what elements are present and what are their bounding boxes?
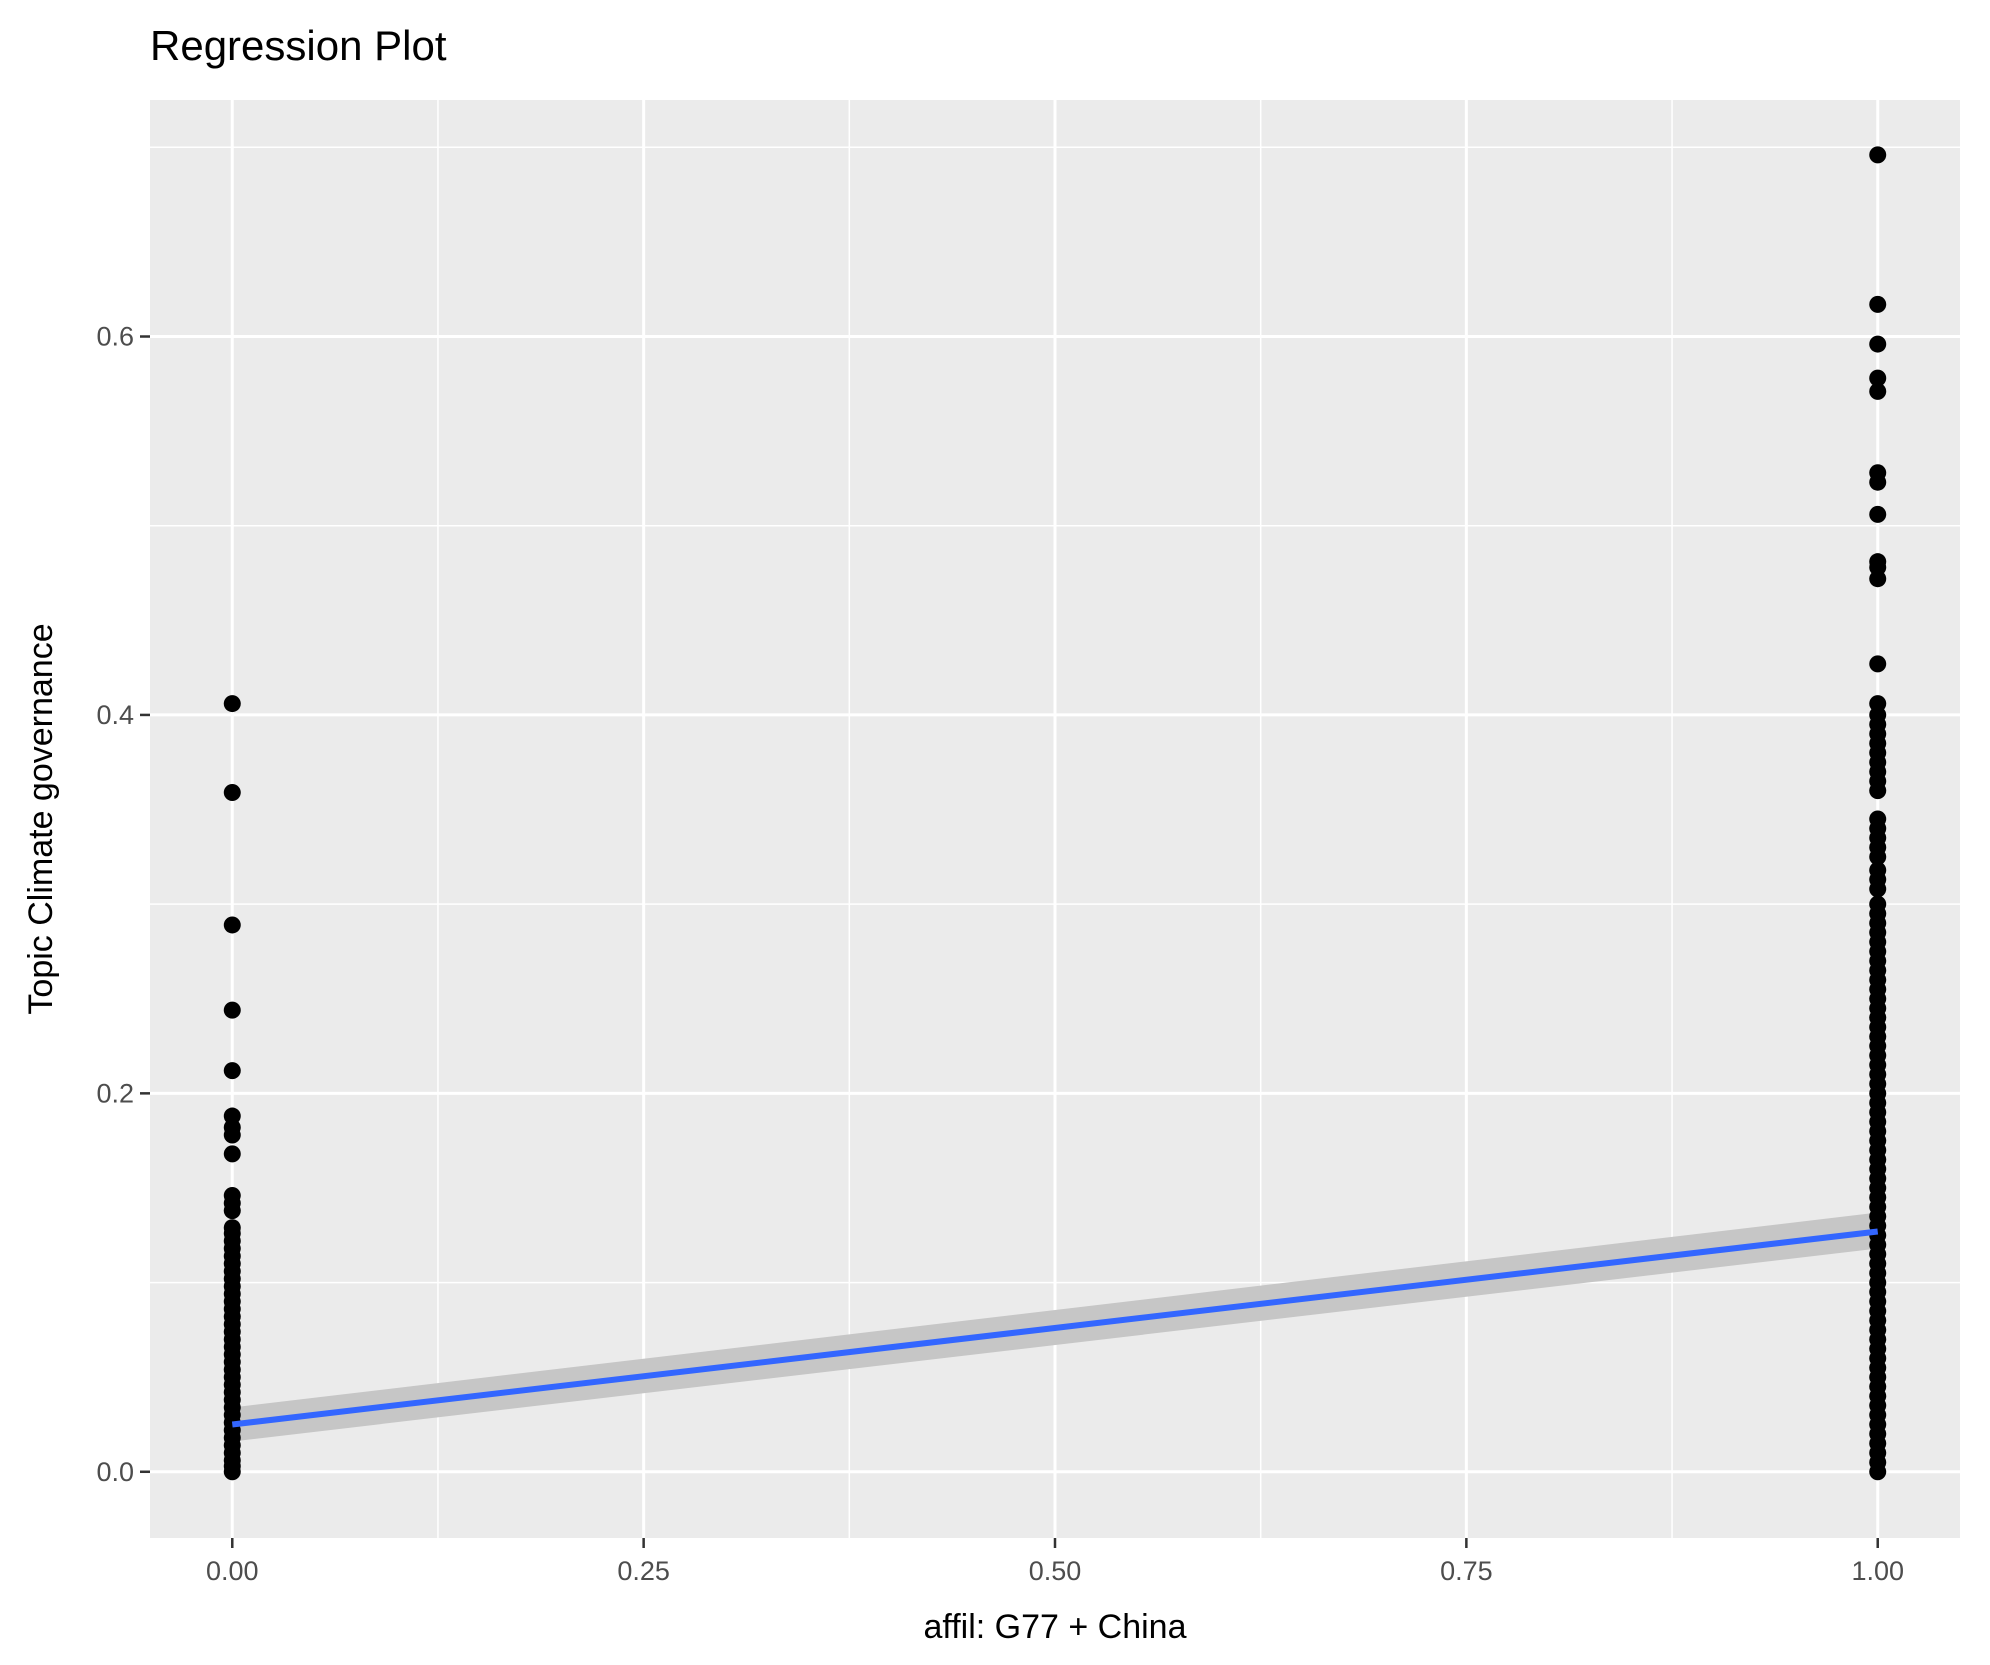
data-point bbox=[1869, 382, 1887, 400]
data-point bbox=[223, 695, 241, 713]
data-point bbox=[1869, 655, 1887, 673]
regression-line bbox=[231, 1228, 1879, 1428]
data-point bbox=[223, 1001, 241, 1019]
major-gridlines bbox=[150, 100, 1960, 1538]
x-axis-ticks: 0.00 0.25 0.50 0.75 1.00 bbox=[206, 1538, 1904, 1586]
y-axis-ticks: 0.0 0.2 0.4 0.6 bbox=[96, 322, 150, 1487]
data-point bbox=[1869, 848, 1887, 866]
y-tick-label: 0.0 bbox=[96, 1457, 134, 1487]
y-axis-title: Topic Climate governance bbox=[22, 623, 60, 1014]
x-tick-label: 0.50 bbox=[1029, 1556, 1082, 1586]
data-point bbox=[1869, 473, 1887, 491]
data-point bbox=[223, 784, 241, 802]
data-point bbox=[1869, 146, 1887, 164]
data-point bbox=[223, 1463, 241, 1481]
data-point bbox=[1869, 295, 1887, 313]
data-point bbox=[1869, 335, 1887, 353]
x-axis-title: affil: G77 + China bbox=[923, 1608, 1186, 1646]
data-point bbox=[223, 1126, 241, 1144]
data-point bbox=[223, 916, 241, 934]
x-tick-label: 0.25 bbox=[617, 1556, 670, 1586]
x-tick-label: 0.00 bbox=[206, 1556, 259, 1586]
data-point bbox=[223, 1202, 241, 1220]
x-tick-label: 1.00 bbox=[1851, 1556, 1904, 1586]
y-tick-label: 0.4 bbox=[96, 700, 134, 730]
data-point bbox=[223, 1145, 241, 1163]
data-point bbox=[1869, 880, 1887, 898]
chart-title: Regression Plot bbox=[150, 22, 447, 69]
x-tick-label: 0.75 bbox=[1440, 1556, 1493, 1586]
data-point bbox=[1869, 369, 1887, 387]
data-point bbox=[1869, 1463, 1887, 1481]
data-points bbox=[223, 146, 1887, 1481]
y-tick-label: 0.6 bbox=[96, 322, 134, 352]
data-point bbox=[223, 1062, 241, 1080]
y-tick-label: 0.2 bbox=[96, 1078, 134, 1108]
data-point bbox=[1869, 505, 1887, 523]
data-point bbox=[1869, 782, 1887, 800]
data-point bbox=[1869, 570, 1887, 588]
